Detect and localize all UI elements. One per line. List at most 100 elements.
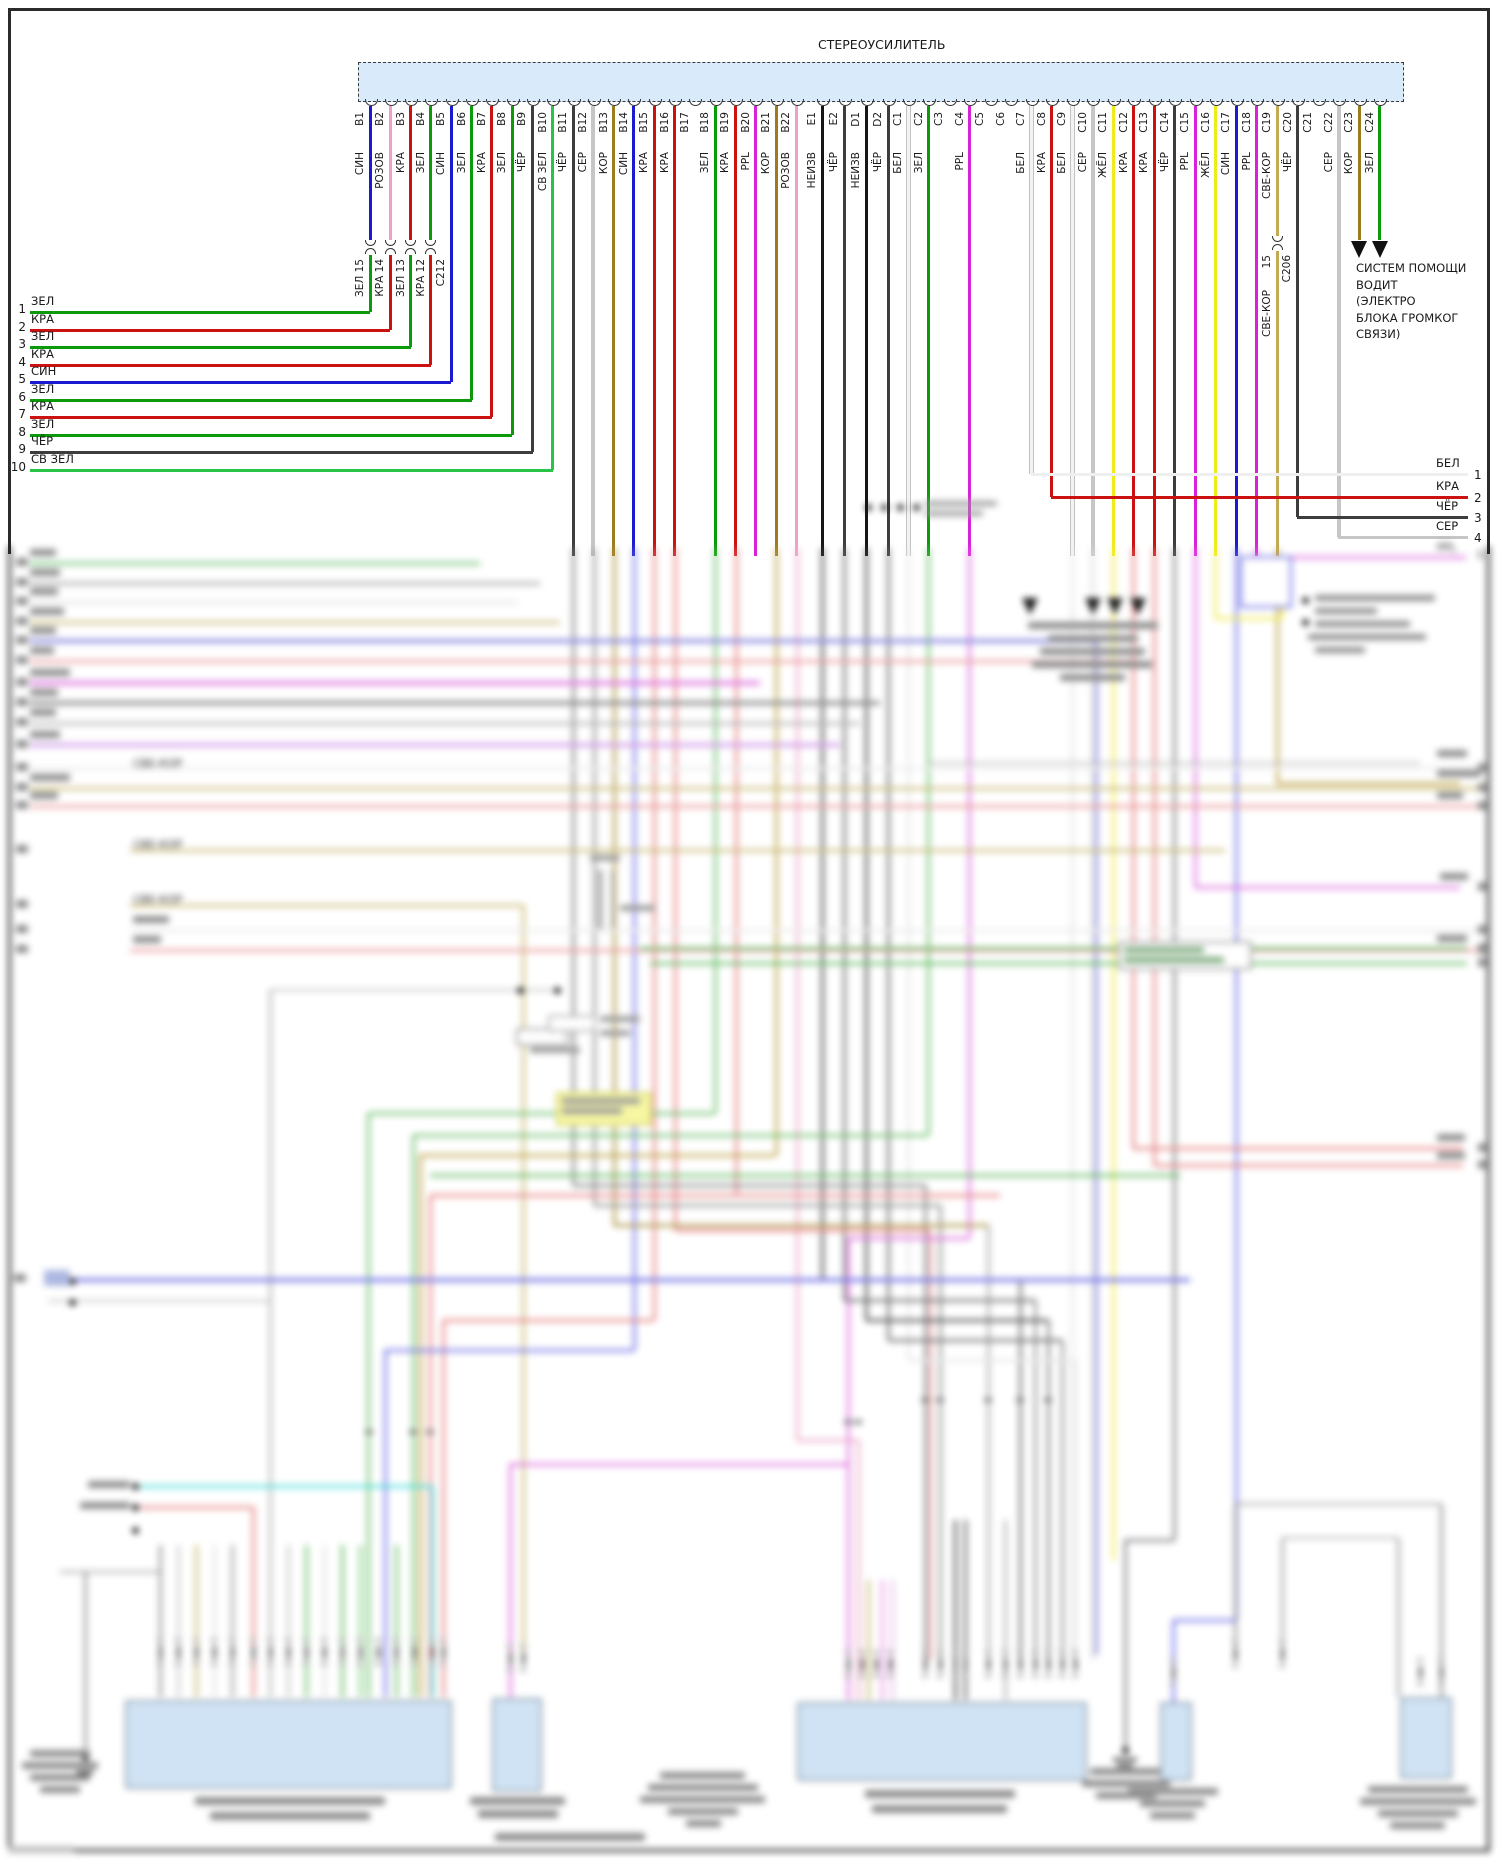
wire-vertical — [953, 1520, 957, 1700]
wire-vertical — [846, 1238, 850, 1700]
wire-vertical — [1439, 1504, 1443, 1697]
wire-horizontal — [30, 600, 518, 604]
wire-vertical — [794, 106, 798, 556]
wire-vertical — [632, 106, 636, 556]
text-blob — [16, 656, 28, 664]
wire-horizontal — [594, 1203, 940, 1207]
left-row-number: 6 — [18, 390, 26, 404]
pin-number-blob — [937, 1674, 943, 1678]
wire-horizontal — [30, 639, 1096, 643]
wire-horizontal — [30, 659, 1140, 663]
wire-vertical-white — [1069, 106, 1075, 556]
junction-dot — [516, 986, 524, 994]
text-blob — [865, 1790, 1015, 1798]
blurred-label: СВЕ-КОР — [133, 757, 183, 770]
left-row-color-label: КРА — [31, 312, 54, 326]
pin-arc-icon — [902, 99, 916, 106]
wire-vertical — [83, 1572, 87, 1757]
pin-number-blob — [393, 1638, 399, 1642]
right-row-color-label: ЧЁР — [1436, 499, 1459, 513]
connector-pin-tick — [939, 1658, 942, 1671]
pin-arc-icon — [1107, 99, 1121, 106]
text-blob — [30, 731, 60, 738]
arrow-down-icon — [1130, 598, 1146, 615]
text-blob — [30, 588, 58, 595]
text-blob — [30, 647, 54, 654]
left-row-number: 1 — [18, 302, 26, 316]
connector-pin-tick — [231, 1646, 234, 1659]
text-blob — [16, 636, 28, 644]
wire-horizontal — [140, 1484, 432, 1488]
text-blob — [1150, 1812, 1195, 1819]
text-blob — [925, 501, 997, 506]
text-blob — [1082, 1780, 1170, 1787]
pin-number-blob — [520, 1644, 526, 1648]
left-row-number: 7 — [18, 407, 26, 421]
left-row-wire — [30, 450, 533, 454]
pin-number-blob — [1059, 1674, 1065, 1678]
wire-horizontal — [48, 1300, 270, 1302]
wire-vertical-white — [1028, 106, 1034, 474]
wire-vertical — [1111, 106, 1115, 556]
connector-pin-tick — [1019, 1658, 1022, 1671]
wire-vertical — [1214, 106, 1217, 556]
wire-vertical — [820, 106, 824, 556]
wire-vertical — [368, 106, 372, 240]
wire-vertical — [1090, 548, 1094, 1660]
pin-number-blob — [375, 1638, 381, 1642]
pin-number-blob — [859, 1650, 865, 1654]
wire-vertical — [428, 1195, 432, 1697]
wire-vertical — [322, 1545, 326, 1697]
text-blob — [1315, 621, 1410, 627]
pin-number-blob — [440, 1662, 446, 1666]
arrow-down-icon — [1022, 598, 1038, 615]
text-blob — [30, 569, 60, 576]
pin-number-blob — [1438, 1658, 1444, 1662]
pin-number-blob — [1279, 1640, 1285, 1644]
wire-horizontal — [640, 946, 1467, 950]
text-blob — [8, 1846, 74, 1853]
text-blob — [16, 925, 28, 933]
connector-pin-tick — [1034, 1658, 1037, 1671]
wire-vertical — [1255, 106, 1258, 556]
wire-vertical — [1033, 1300, 1037, 1660]
connector-pin-tick — [861, 1658, 864, 1671]
wire-horizontal — [140, 1505, 253, 1509]
stereo-amplifier-box — [358, 62, 1404, 102]
wire-vertical — [551, 106, 555, 470]
pin-number-blob — [845, 1650, 851, 1654]
blurred-label: СВЕ-КОР — [133, 838, 183, 851]
connector-box — [1160, 1702, 1192, 1781]
pin-arc-icon — [816, 99, 830, 106]
wire-vertical — [963, 1520, 967, 1700]
wire-horizontal — [650, 961, 1467, 965]
wire-vertical — [967, 548, 971, 1238]
wire-horizontal — [130, 903, 523, 907]
text-blob — [16, 740, 28, 748]
connector-pin-tick — [1004, 1658, 1007, 1671]
junction-dot — [1301, 596, 1309, 604]
left-row-color-label: ЗЕЛ — [31, 329, 55, 343]
right-row-number: 1 — [1474, 468, 1482, 482]
pin-arc-icon — [506, 99, 520, 106]
wire-vertical — [441, 1320, 445, 1697]
wire-horizontal — [413, 1133, 928, 1137]
wire-vertical — [906, 548, 910, 1360]
text-blob — [16, 617, 28, 625]
left-row-wire — [30, 328, 390, 332]
wire-vertical — [1213, 548, 1217, 618]
pin-number-blob — [873, 1674, 879, 1678]
left-row-wire — [30, 433, 512, 437]
text-blob — [1440, 873, 1468, 880]
pin-number-blob — [229, 1638, 235, 1642]
pin-number-blob — [285, 1662, 291, 1666]
wire-vertical — [194, 1545, 198, 1697]
pin-number-blob — [985, 1650, 991, 1654]
junction-dot — [68, 1298, 76, 1306]
driver-assist-note-line: ВОДИТ — [1356, 277, 1398, 292]
left-row-number: 2 — [18, 320, 26, 334]
wire-vertical — [866, 1580, 870, 1700]
text-blob — [16, 763, 28, 771]
pin-number-blob — [175, 1662, 181, 1666]
